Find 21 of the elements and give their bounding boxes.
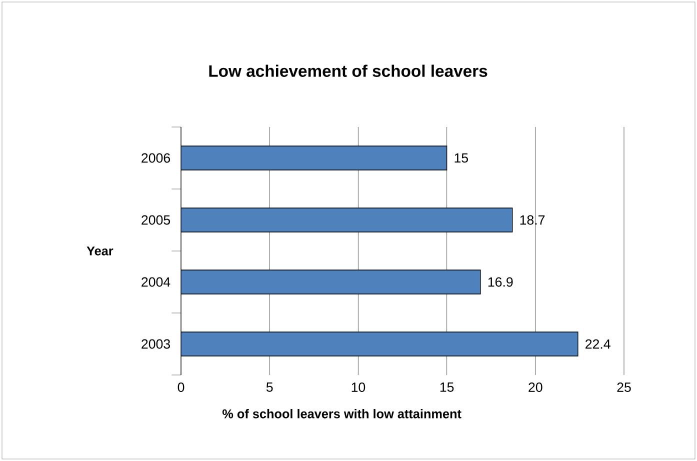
x-axis-title: % of school leavers with low attainment xyxy=(222,409,462,418)
bar xyxy=(181,332,578,356)
data-label: 22.4 xyxy=(586,339,610,349)
bar xyxy=(181,208,513,232)
y-tick-label: 2003 xyxy=(142,339,170,349)
y-tick-label: 2004 xyxy=(142,277,170,287)
bar xyxy=(181,270,481,294)
data-label: 16.9 xyxy=(488,277,513,287)
y-tick-label: 2005 xyxy=(142,215,170,225)
data-label: 15 xyxy=(454,153,468,163)
x-tick-label: 5 xyxy=(266,382,273,392)
chart-title: Low achievement of school leavers xyxy=(209,64,488,77)
y-tick-label: 2006 xyxy=(142,153,170,163)
y-axis-title: Year xyxy=(86,246,114,256)
x-tick-label: 25 xyxy=(617,382,631,392)
x-tick-label: 20 xyxy=(528,382,542,392)
x-tick-label: 10 xyxy=(352,382,366,392)
bar xyxy=(181,146,448,170)
x-tick-label: 15 xyxy=(440,382,454,392)
x-tick-label: 0 xyxy=(178,382,184,392)
data-label: 18.7 xyxy=(520,215,545,225)
